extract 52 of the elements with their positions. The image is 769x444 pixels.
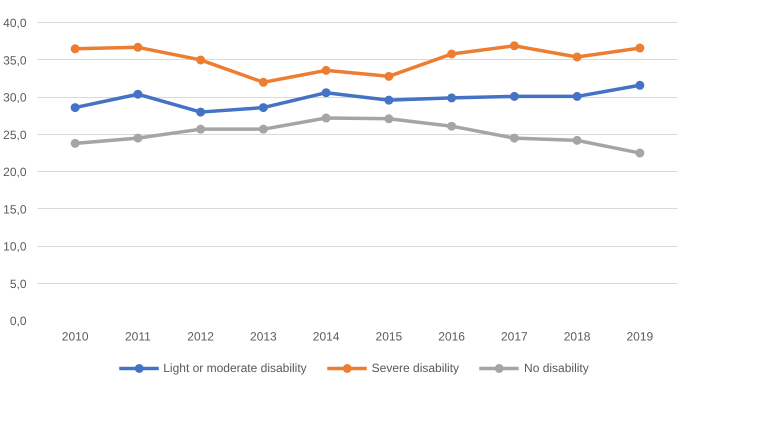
- point: [384, 96, 394, 105]
- point: [133, 90, 142, 99]
- x-tick-label: 2014: [312, 330, 340, 344]
- y-tick-label: 20,0: [3, 165, 27, 180]
- point: [322, 114, 331, 123]
- point: [384, 114, 394, 124]
- point: [70, 44, 80, 54]
- point: [510, 41, 519, 50]
- y-tick-label: 35,0: [3, 53, 27, 68]
- point: [70, 138, 80, 148]
- x-tick-label: 2013: [250, 330, 278, 344]
- point: [447, 50, 456, 58]
- x-tick-label: 2018: [564, 330, 591, 344]
- point: [447, 122, 456, 131]
- y-tick-label: 15,0: [3, 202, 27, 216]
- x-tick-label: 2010: [62, 330, 89, 344]
- point: [510, 134, 519, 143]
- legend-label: Light or moderate disability: [163, 361, 307, 375]
- point: [572, 92, 582, 101]
- point: [258, 124, 268, 134]
- x-tick-label: 2012: [187, 330, 214, 344]
- point: [510, 92, 519, 101]
- point: [322, 66, 331, 75]
- y-tick-label: 0,0: [10, 314, 27, 328]
- y-tick-label: 10,0: [3, 240, 27, 254]
- x-tick-label: 2016: [438, 330, 466, 344]
- y-tick-label: 25,0: [3, 128, 27, 142]
- legend-label: Severe disability: [372, 361, 460, 375]
- y-tick-label: 30,0: [3, 90, 27, 105]
- point: [572, 136, 582, 145]
- point: [635, 80, 644, 90]
- point: [635, 148, 644, 158]
- point: [133, 42, 142, 52]
- x-tick-label: 2017: [501, 330, 528, 344]
- point: [572, 52, 582, 62]
- point: [133, 134, 142, 143]
- x-tick-label: 2011: [124, 330, 152, 344]
- x-tick-label: 2015: [376, 330, 403, 344]
- point: [322, 88, 331, 98]
- point: [196, 108, 206, 117]
- point: [447, 93, 456, 102]
- point: [70, 103, 80, 112]
- point: [196, 55, 206, 64]
- y-tick-label: 5,0: [10, 276, 27, 291]
- point: [258, 103, 268, 112]
- point: [635, 44, 644, 53]
- x-tick-label: 2019: [626, 330, 654, 344]
- y-tick-label: 40,0: [3, 16, 27, 30]
- point: [384, 72, 394, 81]
- point: [196, 124, 206, 134]
- legend-label: No disability: [524, 361, 589, 375]
- point: [258, 78, 268, 87]
